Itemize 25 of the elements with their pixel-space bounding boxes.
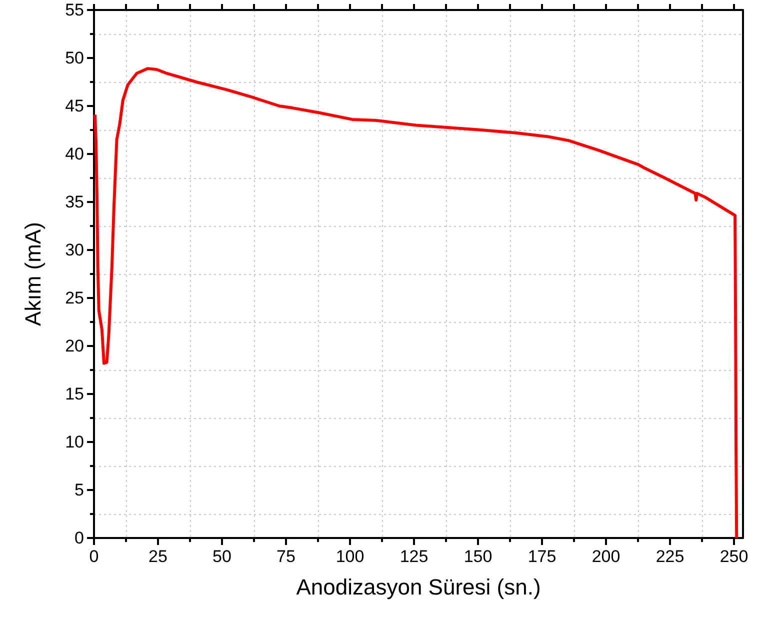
x-tick-label: 175 bbox=[528, 547, 556, 566]
x-tick-label: 75 bbox=[276, 547, 296, 566]
y-tick-label: 15 bbox=[65, 384, 84, 404]
x-tick-label: 100 bbox=[336, 547, 364, 566]
y-tick-label: 5 bbox=[74, 480, 84, 500]
y-tick-label: 55 bbox=[65, 0, 84, 20]
x-tick-label: 25 bbox=[148, 547, 168, 566]
x-tick-label: 250 bbox=[720, 547, 748, 566]
x-tick-label: 225 bbox=[656, 547, 684, 566]
x-axis-title: Anodizasyon Süresi (sn.) bbox=[296, 574, 541, 600]
x-tick-label: 150 bbox=[464, 547, 492, 566]
y-tick-label: 40 bbox=[65, 144, 84, 164]
y-tick-label: 35 bbox=[65, 192, 84, 212]
y-tick-label: 30 bbox=[65, 240, 84, 260]
y-axis-title: Akım (mA) bbox=[20, 222, 46, 326]
x-tick-label: 125 bbox=[400, 547, 428, 566]
x-tick-label: 200 bbox=[592, 547, 620, 566]
y-tick-label: 0 bbox=[74, 528, 84, 548]
y-tick-label: 25 bbox=[65, 288, 84, 308]
y-tick-label: 50 bbox=[65, 48, 84, 68]
x-tick-label: 0 bbox=[89, 547, 99, 566]
x-tick-label: 50 bbox=[212, 547, 232, 566]
y-tick-label: 45 bbox=[65, 96, 84, 116]
y-tick-label: 20 bbox=[65, 336, 84, 356]
y-tick-label: 10 bbox=[65, 432, 84, 452]
